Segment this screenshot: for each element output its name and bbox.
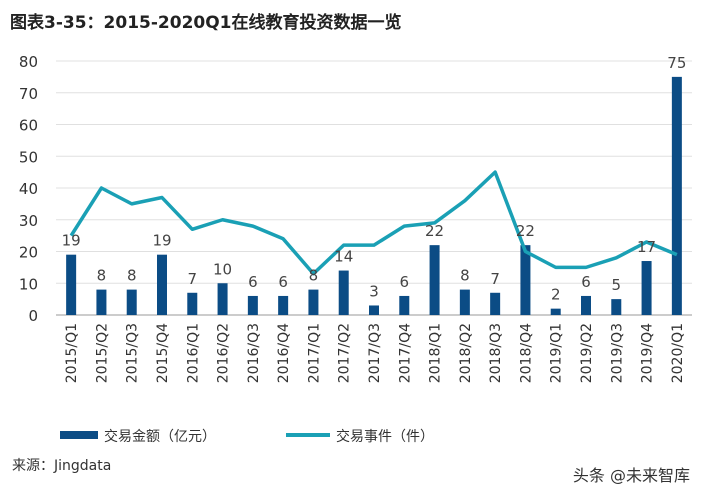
source-note: 来源：Jingdata [12,458,112,474]
bar [247,295,258,315]
x-tick-label: 2016/Q4 [276,323,292,383]
bar [581,295,591,315]
x-tick-label: 2015/Q3 [125,323,141,383]
x-tick-label: 2020/Q1 [670,323,686,383]
x-tick-label: 2015/Q2 [94,323,110,383]
x-tick-label: 2019/Q2 [579,323,595,383]
data-label: 6 [278,273,288,291]
data-label: 6 [400,273,410,291]
data-label: 8 [460,267,470,285]
data-label: 19 [152,232,171,250]
legend-swatch-bar [60,431,98,439]
data-label: 22 [425,222,444,240]
x-tick-label: 2017/Q2 [337,323,353,383]
y-tick-label: 30 [19,212,38,230]
x-tick-label: 2017/Q1 [306,323,322,383]
data-label: 8 [309,267,319,285]
data-label: 17 [637,238,656,256]
legend-label-bar: 交易金额（亿元） [104,428,216,445]
bar [157,254,167,315]
x-tick-label: 2017/Q3 [367,323,383,383]
bar [490,292,501,315]
data-label: 8 [127,267,137,285]
y-tick-label: 10 [19,275,38,293]
bar [96,289,107,315]
x-tick-label: 2016/Q3 [246,323,262,383]
bar [399,295,410,315]
y-tick-label: 0 [28,307,38,325]
bar [429,245,440,315]
data-label: 19 [62,232,81,250]
bar [126,289,137,315]
chart-title: 图表3-35：2015-2020Q1在线教育投资数据一览 [10,13,402,33]
bar [187,292,198,315]
data-label: 14 [334,248,353,266]
bar [611,299,622,315]
bar [671,76,682,315]
data-label: 6 [581,273,591,291]
legend-label-line: 交易事件（件） [336,428,434,445]
x-tick-label: 2018/Q2 [458,323,474,383]
data-label: 7 [188,270,198,288]
x-tick-label: 2015/Q1 [64,323,80,383]
y-tick-label: 60 [19,117,38,135]
bar [369,305,379,315]
y-tick-label: 80 [19,53,38,71]
x-tick-label: 2016/Q1 [185,323,201,383]
x-tick-label: 2019/Q4 [640,323,656,383]
y-tick-label: 70 [19,85,38,103]
data-label: 2 [551,286,561,304]
bar [550,308,561,315]
x-tick-label: 2017/Q4 [397,323,413,383]
data-label: 5 [612,276,622,294]
data-label: 6 [248,273,258,291]
x-tick-label: 2019/Q3 [609,323,625,383]
data-label: 3 [369,282,379,300]
data-label: 22 [516,222,535,240]
x-tick-label: 2015/Q4 [155,323,171,383]
bar [278,295,289,315]
bar [217,283,228,315]
bar [641,261,652,315]
x-tick-label: 2016/Q2 [216,323,232,383]
data-label: 75 [667,54,686,72]
y-tick-label: 20 [19,244,38,262]
x-tick-label: 2019/Q1 [549,323,565,383]
bar [520,245,531,315]
y-tick-label: 40 [19,180,38,198]
bar [338,270,349,315]
data-label: 7 [490,270,500,288]
x-tick-label: 2018/Q4 [518,323,534,383]
watermark: 头条 @未来智库 [572,466,690,485]
data-label: 10 [213,260,232,278]
data-label: 8 [97,267,107,285]
x-tick-label: 2018/Q3 [488,323,504,383]
bar [459,289,470,315]
x-tick-label: 2018/Q1 [428,323,444,383]
y-tick-label: 50 [19,148,38,166]
bar [66,254,77,315]
bar [308,289,319,315]
